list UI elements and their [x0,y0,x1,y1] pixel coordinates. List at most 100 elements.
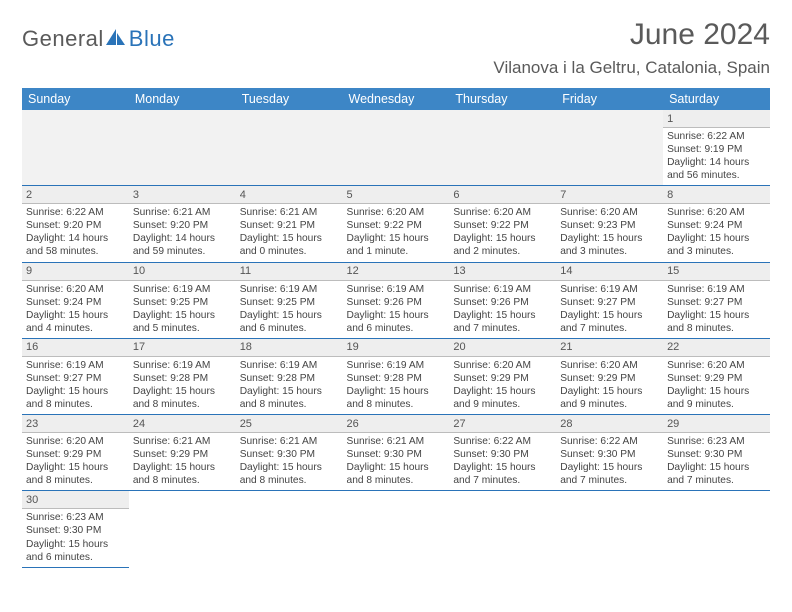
calendar-day-cell: 10Sunrise: 6:19 AMSunset: 9:25 PMDayligh… [129,262,236,338]
daylight-text: and 1 minute. [347,245,446,258]
calendar-day-cell: 13Sunrise: 6:19 AMSunset: 9:26 PMDayligh… [449,262,556,338]
logo-text-blue: Blue [129,26,175,52]
daylight-text: and 3 minutes. [560,245,659,258]
daylight-text: and 7 minutes. [667,474,766,487]
daylight-text: and 7 minutes. [560,322,659,335]
sunset-text: Sunset: 9:26 PM [347,296,446,309]
day-body: Sunrise: 6:20 AMSunset: 9:22 PMDaylight:… [343,204,450,261]
daylight-text: Daylight: 15 hours [667,385,766,398]
daylight-text: and 8 minutes. [26,398,125,411]
weekday-header: Friday [556,88,663,110]
day-number: 26 [343,415,450,433]
sunset-text: Sunset: 9:29 PM [560,372,659,385]
sunrise-text: Sunrise: 6:21 AM [133,435,232,448]
calendar-week-row: 2Sunrise: 6:22 AMSunset: 9:20 PMDaylight… [22,186,770,262]
sunrise-text: Sunrise: 6:22 AM [667,130,766,143]
sunrise-text: Sunrise: 6:21 AM [240,435,339,448]
daylight-text: Daylight: 15 hours [240,385,339,398]
day-number: 8 [663,186,770,204]
daylight-text: and 8 minutes. [347,398,446,411]
day-number: 12 [343,263,450,281]
daylight-text: and 8 minutes. [347,474,446,487]
sunrise-text: Sunrise: 6:19 AM [133,359,232,372]
daylight-text: and 8 minutes. [240,398,339,411]
daylight-text: Daylight: 15 hours [133,461,232,474]
sunrise-text: Sunrise: 6:19 AM [26,359,125,372]
sunset-text: Sunset: 9:30 PM [347,448,446,461]
sunset-text: Sunset: 9:27 PM [667,296,766,309]
day-body: Sunrise: 6:20 AMSunset: 9:23 PMDaylight:… [556,204,663,261]
calendar-page: General Blue June 2024 Vilanova i la Gel… [0,0,792,612]
daylight-text: and 9 minutes. [453,398,552,411]
day-body: Sunrise: 6:22 AMSunset: 9:30 PMDaylight:… [449,433,556,490]
day-body: Sunrise: 6:19 AMSunset: 9:26 PMDaylight:… [343,281,450,338]
daylight-text: Daylight: 15 hours [453,232,552,245]
daylight-text: Daylight: 15 hours [347,385,446,398]
day-number: 29 [663,415,770,433]
daylight-text: and 8 minutes. [133,474,232,487]
daylight-text: and 7 minutes. [453,322,552,335]
day-body: Sunrise: 6:23 AMSunset: 9:30 PMDaylight:… [663,433,770,490]
weekday-header-row: Sunday Monday Tuesday Wednesday Thursday… [22,88,770,110]
calendar-day-cell [236,491,343,567]
daylight-text: Daylight: 15 hours [560,309,659,322]
sunset-text: Sunset: 9:28 PM [347,372,446,385]
sunrise-text: Sunrise: 6:20 AM [453,359,552,372]
calendar-day-cell: 25Sunrise: 6:21 AMSunset: 9:30 PMDayligh… [236,415,343,491]
sunset-text: Sunset: 9:29 PM [26,448,125,461]
sunset-text: Sunset: 9:22 PM [453,219,552,232]
sunrise-text: Sunrise: 6:21 AM [240,206,339,219]
calendar-day-cell: 1 Sunrise: 6:22 AMSunset: 9:19 PMDaylight… [663,110,770,186]
daylight-text: Daylight: 15 hours [667,461,766,474]
sunset-text: Sunset: 9:28 PM [240,372,339,385]
calendar-day-cell [129,110,236,186]
sunset-text: Sunset: 9:27 PM [560,296,659,309]
day-body: Sunrise: 6:19 AMSunset: 9:25 PMDaylight:… [129,281,236,338]
sunset-text: Sunset: 9:20 PM [26,219,125,232]
day-number: 7 [556,186,663,204]
calendar-day-cell: 15Sunrise: 6:19 AMSunset: 9:27 PMDayligh… [663,262,770,338]
calendar-day-cell [449,110,556,186]
day-number: 5 [343,186,450,204]
calendar-day-cell: 12Sunrise: 6:19 AMSunset: 9:26 PMDayligh… [343,262,450,338]
daylight-text: Daylight: 15 hours [453,309,552,322]
day-body: Sunrise: 6:19 AMSunset: 9:27 PMDaylight:… [22,357,129,414]
daylight-text: and 5 minutes. [133,322,232,335]
daylight-text: and 56 minutes. [667,169,766,182]
daylight-text: and 7 minutes. [560,474,659,487]
day-number: 15 [663,263,770,281]
calendar-day-cell [236,110,343,186]
sunrise-text: Sunrise: 6:20 AM [453,206,552,219]
day-number: 14 [556,263,663,281]
calendar-day-cell: 21Sunrise: 6:20 AMSunset: 9:29 PMDayligh… [556,338,663,414]
calendar-day-cell: 24Sunrise: 6:21 AMSunset: 9:29 PMDayligh… [129,415,236,491]
daylight-text: Daylight: 15 hours [453,385,552,398]
sunrise-text: Sunrise: 6:20 AM [560,359,659,372]
sunset-text: Sunset: 9:19 PM [667,143,766,156]
day-number: 30 [22,491,129,509]
day-number: 1 [663,110,770,128]
calendar-week-row: 1 Sunrise: 6:22 AMSunset: 9:19 PMDaylight… [22,110,770,186]
logo: General Blue [22,26,175,52]
calendar-day-cell: 29Sunrise: 6:23 AMSunset: 9:30 PMDayligh… [663,415,770,491]
daylight-text: Daylight: 15 hours [560,385,659,398]
day-number: 16 [22,339,129,357]
sunset-text: Sunset: 9:29 PM [667,372,766,385]
sunset-text: Sunset: 9:30 PM [667,448,766,461]
sunset-text: Sunset: 9:30 PM [240,448,339,461]
daylight-text: Daylight: 15 hours [240,232,339,245]
day-body: Sunrise: 6:21 AMSunset: 9:29 PMDaylight:… [129,433,236,490]
day-number: 27 [449,415,556,433]
daylight-text: and 4 minutes. [26,322,125,335]
sunrise-text: Sunrise: 6:19 AM [347,283,446,296]
day-body: Sunrise: 6:19 AMSunset: 9:27 PMDaylight:… [663,281,770,338]
daylight-text: and 6 minutes. [347,322,446,335]
weekday-header: Tuesday [236,88,343,110]
daylight-text: and 6 minutes. [26,551,125,564]
daylight-text: Daylight: 14 hours [667,156,766,169]
daylight-text: and 3 minutes. [667,245,766,258]
logo-text-general: General [22,26,104,52]
daylight-text: and 8 minutes. [133,398,232,411]
calendar-day-cell: 2Sunrise: 6:22 AMSunset: 9:20 PMDaylight… [22,186,129,262]
sunrise-text: Sunrise: 6:19 AM [133,283,232,296]
